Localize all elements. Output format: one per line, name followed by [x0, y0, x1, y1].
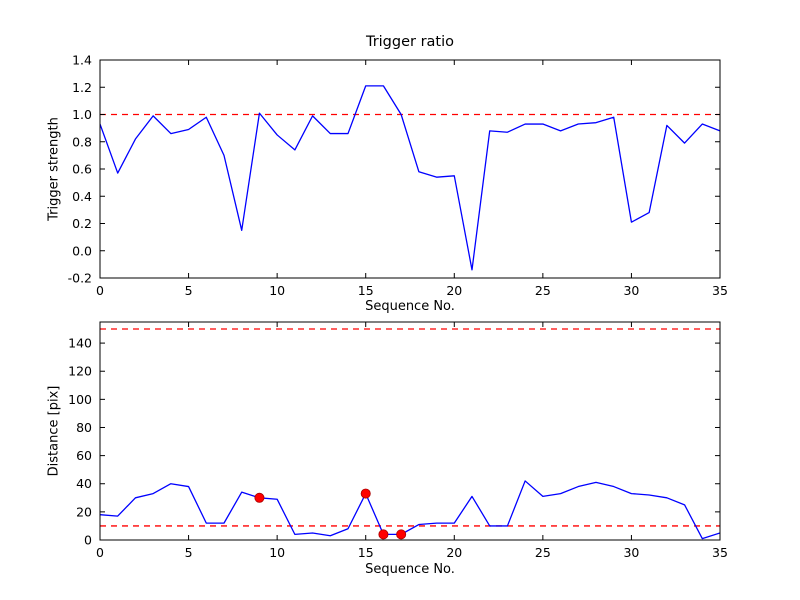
y-tick-label: -0.2	[68, 271, 92, 286]
axes-frame	[99, 59, 721, 279]
y-tick-label: 40	[76, 476, 92, 491]
x-tick-label: 10	[269, 545, 285, 560]
y-tick-label: 0.0	[72, 243, 92, 258]
x-tick-label: 25	[535, 283, 551, 298]
y-tick-label: 1.0	[72, 107, 92, 122]
x-tick-label: 5	[185, 283, 193, 298]
y-tick-label: 0.6	[72, 162, 92, 177]
x-tick-label: 20	[446, 283, 462, 298]
y-tick-label: 0	[84, 533, 92, 548]
y-tick-label: 140	[68, 336, 92, 351]
x-tick-label: 25	[535, 545, 551, 560]
distance-chart: 0 5 10 15 20 25 30 35 0 20 40 60 80 100 120 140	[68, 321, 728, 560]
chart-title: Trigger ratio	[365, 34, 455, 50]
x-tick-label: 30	[623, 545, 639, 560]
trigger-strength-line	[100, 85, 720, 271]
bottom-y-axis-label: Distance [pix]	[46, 385, 62, 477]
y-tick-label: 60	[76, 448, 92, 463]
y-tick-label: 0.2	[72, 216, 92, 231]
axes-frame	[99, 321, 721, 541]
x-tick-label: 0	[96, 283, 104, 298]
trigger-ratio-chart: 0 5 10 15 20 25 30 35 -0.2 0.0 0.2 0.4 0.6 0.8 1.0 1.2 1…	[68, 53, 728, 299]
x-tick-label: 15	[358, 545, 374, 560]
x-tick-label: 0	[96, 545, 104, 560]
y-tick-label: 0.4	[72, 189, 92, 204]
x-tick-label: 30	[623, 283, 639, 298]
y-tick-label: 1.2	[72, 80, 92, 95]
x-tick-label: 10	[269, 283, 285, 298]
x-tick-label: 20	[446, 545, 462, 560]
y-tick-label: 0.8	[72, 134, 92, 149]
y-tick-label: 80	[76, 420, 92, 435]
y-tick-label: 1.4	[72, 53, 92, 68]
x-tick-label: 35	[712, 545, 728, 560]
x-tick-label: 15	[358, 283, 374, 298]
distance-line	[100, 480, 720, 540]
event-marker	[378, 529, 389, 540]
event-marker	[396, 529, 407, 540]
event-marker	[254, 492, 265, 503]
top-x-axis-label: Sequence No.	[365, 299, 455, 314]
top-y-axis-label: Trigger strength	[46, 117, 62, 221]
y-tick-label: 100	[68, 392, 92, 407]
x-tick-label: 5	[185, 545, 193, 560]
event-marker	[360, 488, 371, 499]
y-tick-label: 120	[68, 364, 92, 379]
bottom-x-axis-label: Sequence No.	[365, 562, 455, 577]
y-tick-label: 20	[76, 504, 92, 519]
x-tick-label: 35	[712, 283, 728, 298]
